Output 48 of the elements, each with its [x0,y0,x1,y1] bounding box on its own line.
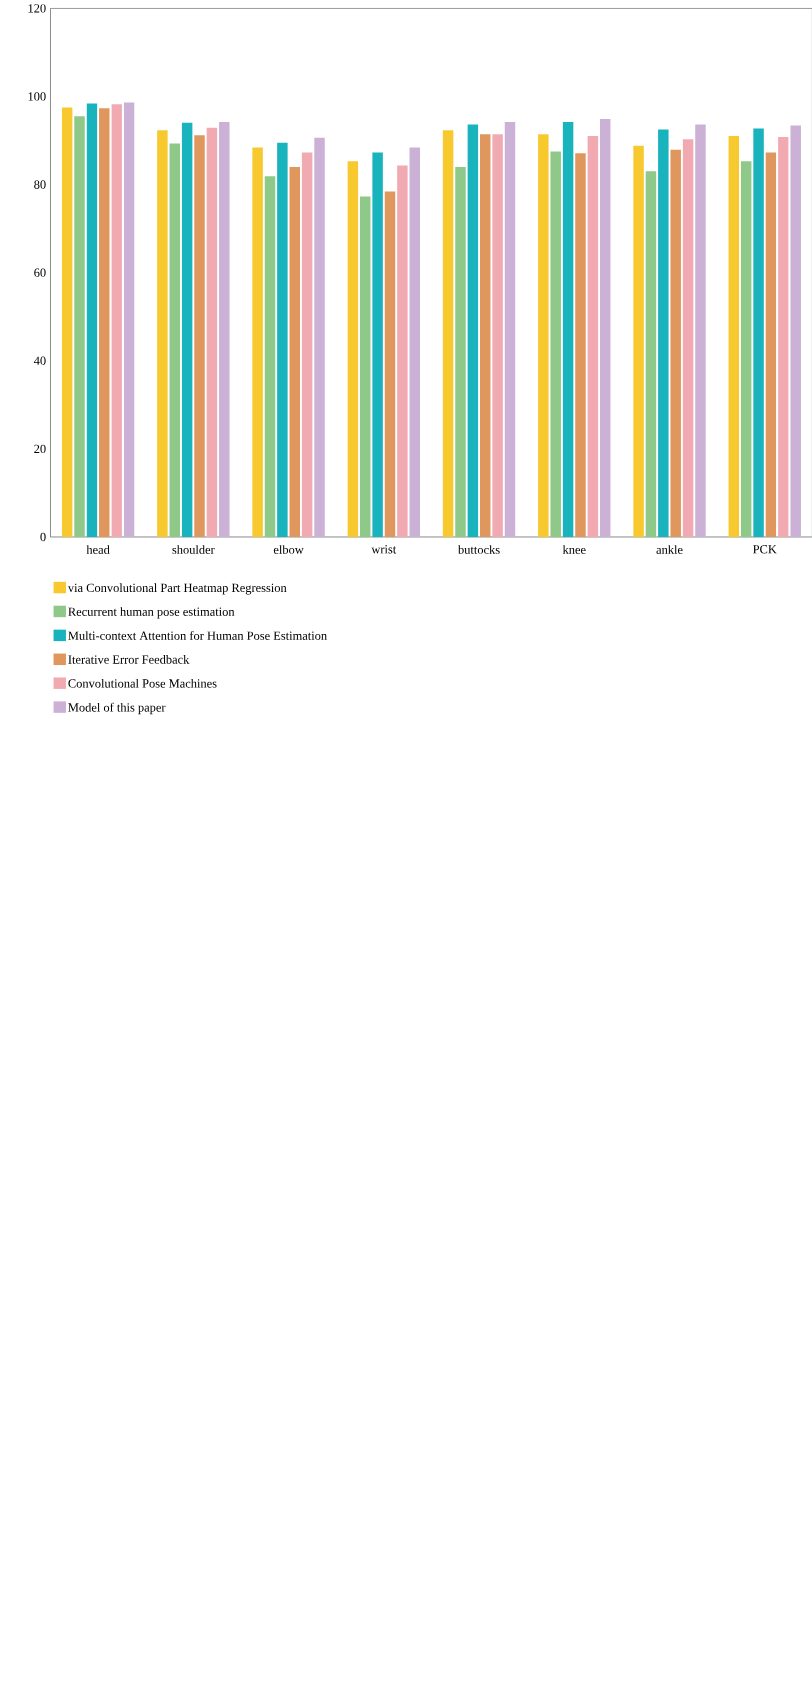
bar [740,161,752,537]
bar [504,121,515,537]
bar [409,147,420,537]
bar [442,130,453,537]
bar [752,128,764,537]
bar [562,121,573,537]
bar [645,171,656,537]
bar [218,121,230,537]
bar [359,196,371,537]
bar [372,152,383,537]
bar [384,191,395,537]
bar [479,134,491,537]
bar [123,102,134,537]
bar [550,151,561,537]
bar [574,153,586,537]
bar [670,149,681,537]
bar [264,176,275,537]
bar [156,130,168,537]
bar [790,125,801,537]
bar [301,152,312,537]
bar [347,161,358,537]
bar [73,116,85,537]
bar [694,124,706,537]
bar [276,142,288,537]
bar [289,166,300,537]
bar [169,143,180,537]
bar [765,152,776,537]
bar [728,136,739,537]
bar [181,122,193,537]
bar [587,136,598,537]
bar [632,145,644,537]
bar [396,165,408,537]
bar [777,136,789,537]
bar [537,134,549,537]
bar [682,139,693,537]
bar [86,103,97,537]
bar [111,104,122,537]
bar [657,129,669,537]
bar [454,166,466,537]
bar [206,127,217,537]
bar [492,134,503,537]
bar [467,124,478,537]
bar [193,135,205,537]
bar [252,147,263,537]
bar [599,118,611,537]
bar [61,107,73,537]
bar [98,108,110,537]
bar [313,137,325,537]
